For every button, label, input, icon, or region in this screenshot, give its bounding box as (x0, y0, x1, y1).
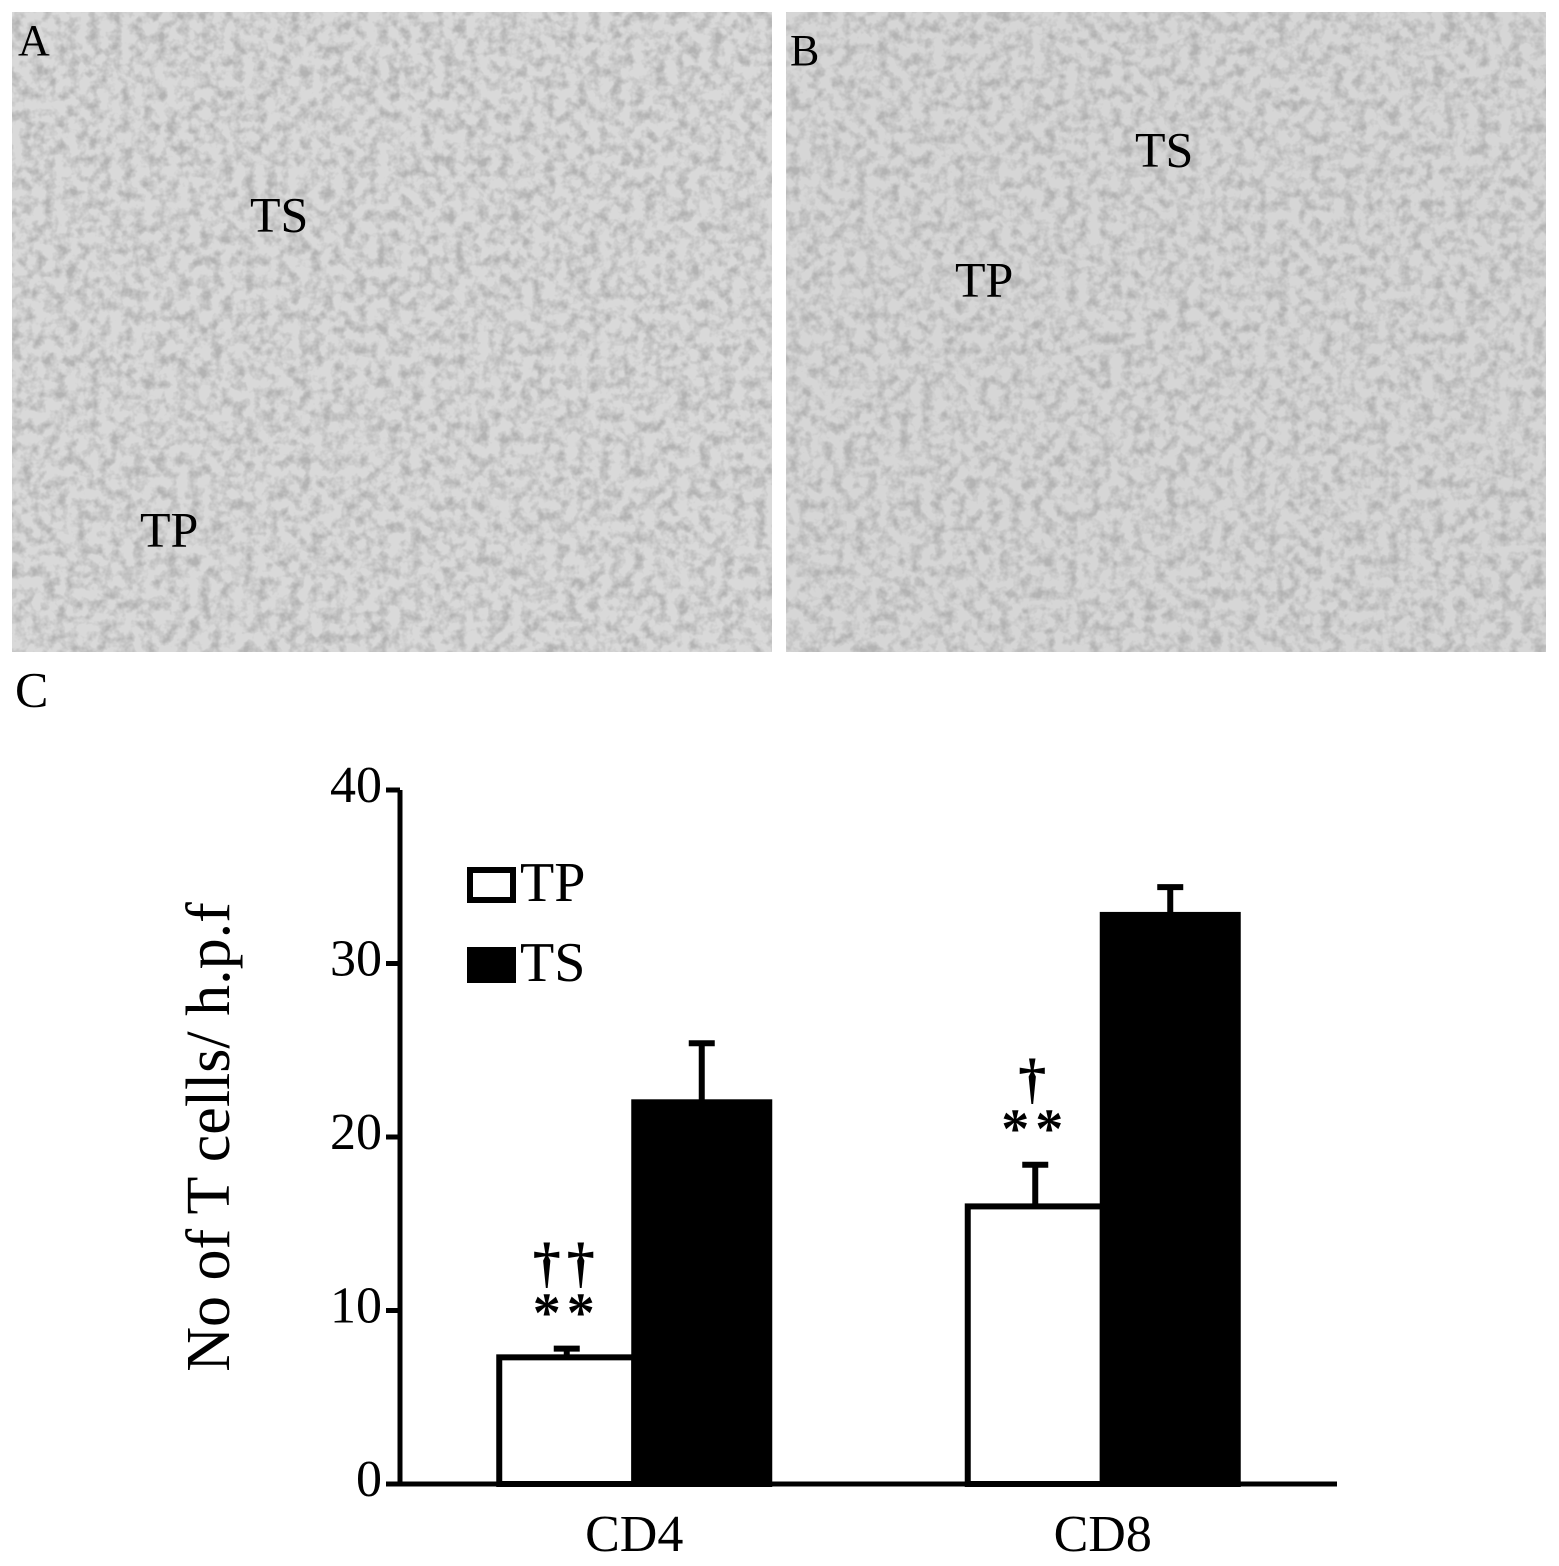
y-tick-label: 30 (330, 930, 382, 987)
y-tick-label: 0 (356, 1451, 382, 1508)
bar (1099, 911, 1241, 1487)
y-axis-label: No of T cells/ h.p.f (175, 902, 243, 1372)
y-tick-label: 10 (330, 1277, 382, 1334)
legend-label: TS (520, 932, 585, 994)
y-tick-label: 20 (330, 1104, 382, 1161)
significance-mark: †† (533, 1233, 601, 1295)
legend-label: TP (520, 852, 585, 914)
significance-mark: ** (533, 1283, 601, 1345)
region-label: TP (955, 251, 1013, 307)
region-label: TP (140, 501, 198, 557)
significance-mark: ** (1001, 1099, 1069, 1161)
micrograph-a: A TS TP (12, 12, 772, 652)
bar (631, 1099, 773, 1488)
bar (964, 1203, 1106, 1488)
significance-mark: † (1018, 1049, 1052, 1111)
y-tick-label: 40 (330, 757, 382, 814)
micrograph-b: B TS TP (786, 12, 1546, 652)
x-tick-label: CD8 (1054, 1506, 1152, 1563)
region-label: TS (250, 186, 308, 242)
x-tick-label: CD4 (585, 1506, 683, 1563)
region-label: TS (1135, 121, 1193, 177)
panel-label: B (790, 26, 819, 75)
panel-label: A (18, 16, 50, 65)
legend-swatch (467, 947, 516, 983)
legend-swatch (467, 867, 516, 903)
panel-label: C (15, 661, 48, 717)
bar (496, 1354, 638, 1487)
